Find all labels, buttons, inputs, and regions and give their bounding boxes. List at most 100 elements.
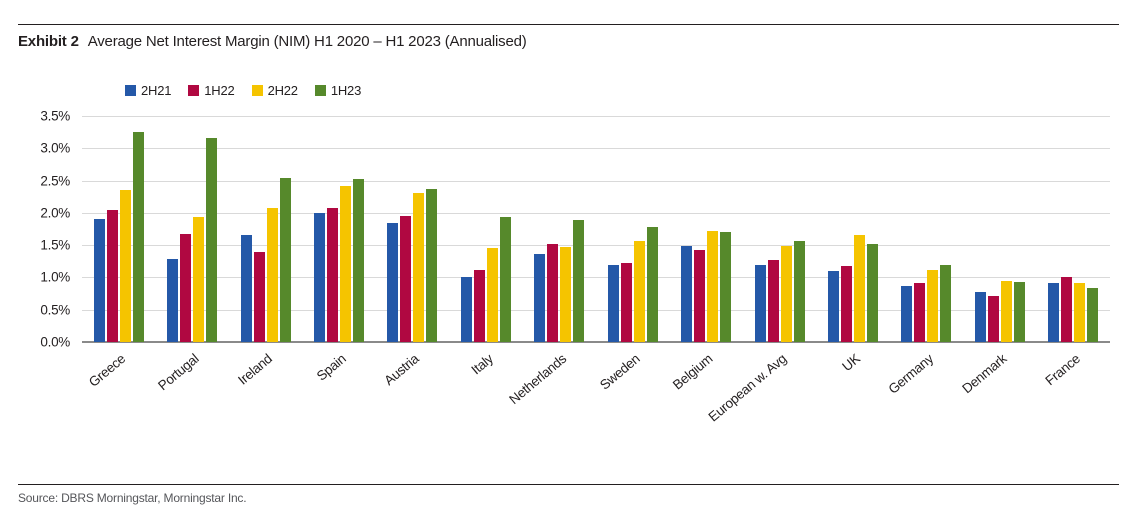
gridline [82, 148, 1110, 150]
bar-2H22-austria [413, 192, 425, 342]
legend-label: 2H21 [141, 83, 172, 98]
bar-1H22-ireland [253, 251, 265, 342]
legend-label: 1H22 [204, 83, 235, 98]
bar-2H22-belgium [707, 230, 719, 342]
bar-2H21-netherlands [534, 253, 546, 342]
y-axis-tick-label: 1.0% [40, 269, 70, 285]
bar-group-european-w-avg: European w. Avg [706, 116, 816, 425]
x-axis-category-label: Greece [86, 351, 129, 390]
bar-1H22-germany [914, 283, 926, 342]
y-axis-tick-label: 3.5% [40, 108, 70, 124]
bar-group-greece: Greece [82, 116, 155, 390]
bar-1H22-belgium [694, 249, 706, 342]
x-axis-category-label: Denmark [959, 351, 1010, 397]
bar-group-uk: UK [816, 116, 889, 374]
legend-label: 2H22 [267, 83, 298, 98]
bar-2H22-sweden [633, 240, 645, 342]
bar-group-portugal: Portugal [155, 116, 228, 393]
gridline [82, 212, 1110, 214]
bar-2H21-uk [827, 270, 839, 342]
x-axis-category-label: UK [839, 351, 863, 375]
legend-swatch-icon [314, 85, 326, 96]
bar-1H22-denmark [987, 295, 999, 342]
bar-group-germany: Germany [885, 116, 963, 397]
chart-legend: 2H21 1H22 2H22 1H23 [125, 83, 361, 98]
bar-1H23-european-w-avg [793, 241, 805, 342]
bar-2H21-italy [460, 276, 472, 342]
legend-item-1H23: 1H23 [314, 83, 362, 98]
bar-1H22-sweden [620, 262, 632, 342]
bar-group-spain: Spain [302, 116, 375, 384]
bar-2H21-greece [93, 219, 105, 342]
x-axis-category-label: France [1042, 351, 1083, 389]
bar-1H23-greece [132, 132, 144, 342]
bar-1H22-netherlands [547, 243, 559, 342]
y-axis-tick-label: 2.0% [40, 205, 70, 221]
legend-item-2H21: 2H21 [125, 83, 171, 98]
gridline [82, 180, 1110, 182]
bar-1H23-belgium [720, 231, 732, 342]
top-rule [18, 24, 1119, 25]
bar-1H23-uk [866, 243, 878, 342]
bar-group-france: France [1036, 116, 1109, 388]
legend-swatch-icon [251, 85, 263, 96]
bar-1H22-spain [326, 208, 338, 342]
bar-2H22-denmark [1000, 281, 1012, 342]
x-axis-category-label: Italy [468, 351, 496, 378]
bar-2H21-austria [387, 222, 399, 342]
bar-1H22-austria [400, 216, 412, 342]
gridline [82, 116, 1110, 117]
gridline [82, 245, 1110, 247]
bar-2H22-france [1074, 283, 1086, 342]
bar-group-ireland: Ireland [229, 116, 302, 388]
x-axis-category-label: Ireland [235, 351, 276, 388]
bar-1H23-germany [940, 264, 952, 342]
bar-group-austria: Austria [376, 116, 449, 388]
chart-header: Exhibit 2 Average Net Interest Margin (NI… [18, 33, 527, 50]
bar-groups: Greece Portugal Ireland Spain Austria Italy Ne… [82, 116, 1110, 425]
legend-swatch-icon [188, 85, 200, 96]
bar-1H23-france [1087, 288, 1099, 342]
bar-group-netherlands: Netherlands [506, 116, 596, 407]
bar-1H23-denmark [1013, 281, 1025, 342]
x-axis-line [82, 341, 1110, 343]
bar-1H23-sweden [646, 227, 658, 342]
x-axis-category-label: Portugal [155, 351, 202, 394]
y-axis-tick-label: 3.0% [40, 140, 70, 156]
legend-item-1H22: 1H22 [188, 83, 235, 98]
bar-2H21-portugal [167, 259, 179, 342]
bar-1H22-italy [473, 270, 485, 342]
bar-group-italy: Italy [449, 116, 522, 377]
bar-2H21-european-w-avg [754, 264, 766, 342]
legend-swatch-icon [125, 85, 136, 96]
x-axis-category-label: Sweden [596, 351, 643, 393]
bar-2H21-germany [901, 285, 913, 342]
bar-2H21-sweden [607, 265, 619, 342]
x-axis-category-label: Spain [313, 351, 349, 384]
bar-2H22-portugal [193, 217, 205, 342]
bottom-rule [18, 484, 1119, 485]
legend-item-2H22: 2H22 [251, 83, 298, 98]
bar-2H22-uk [853, 234, 865, 342]
bar-1H23-ireland [279, 178, 291, 342]
bar-2H22-netherlands [560, 247, 572, 342]
bar-1H23-italy [499, 217, 511, 342]
y-axis-tick-label: 1.5% [40, 237, 70, 253]
bar-1H22-portugal [180, 233, 192, 342]
bar-group-belgium: Belgium [669, 116, 742, 393]
x-axis-category-label: Netherlands [506, 351, 569, 408]
gridline [82, 277, 1110, 279]
bar-2H22-greece [119, 189, 131, 342]
bar-1H22-uk [840, 265, 852, 342]
exhibit-label: Exhibit 2 [18, 33, 79, 50]
legend-label: 1H23 [330, 83, 362, 98]
source-note: Source: DBRS Morningstar, Morningstar In… [18, 491, 247, 505]
bar-1H23-austria [426, 188, 438, 342]
bar-2H21-belgium [681, 246, 693, 342]
bar-2H22-italy [486, 248, 498, 342]
x-axis-category-label: Austria [381, 351, 423, 389]
bar-2H21-spain [313, 212, 325, 342]
bar-2H21-ireland [240, 234, 252, 342]
bar-2H21-denmark [974, 291, 986, 342]
